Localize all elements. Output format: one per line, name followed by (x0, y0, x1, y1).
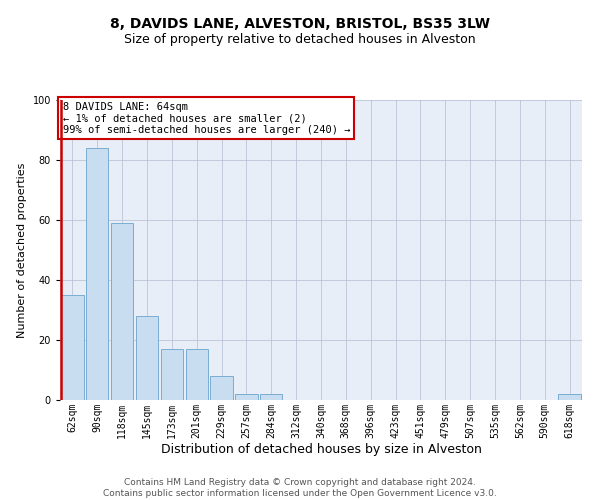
Bar (61, 295, 83, 400)
Text: 8 DAVIDS LANE: 64sqm
← 1% of detached houses are smaller (2)
99% of semi-detache: 8 DAVIDS LANE: 64sqm ← 1% of detached ho… (62, 102, 350, 134)
Text: Size of property relative to detached houses in Alveston: Size of property relative to detached ho… (124, 32, 476, 46)
Bar (260, 394, 283, 400)
Bar (136, 316, 158, 400)
Bar (211, 376, 233, 400)
Bar (185, 349, 208, 400)
Bar (86, 148, 109, 400)
Bar (235, 394, 257, 400)
Bar (559, 394, 581, 400)
Bar (161, 349, 183, 400)
Bar (111, 223, 133, 400)
Y-axis label: Number of detached properties: Number of detached properties (17, 162, 27, 338)
Text: Distribution of detached houses by size in Alveston: Distribution of detached houses by size … (161, 442, 481, 456)
Text: Contains HM Land Registry data © Crown copyright and database right 2024.
Contai: Contains HM Land Registry data © Crown c… (103, 478, 497, 498)
Text: 8, DAVIDS LANE, ALVESTON, BRISTOL, BS35 3LW: 8, DAVIDS LANE, ALVESTON, BRISTOL, BS35 … (110, 18, 490, 32)
